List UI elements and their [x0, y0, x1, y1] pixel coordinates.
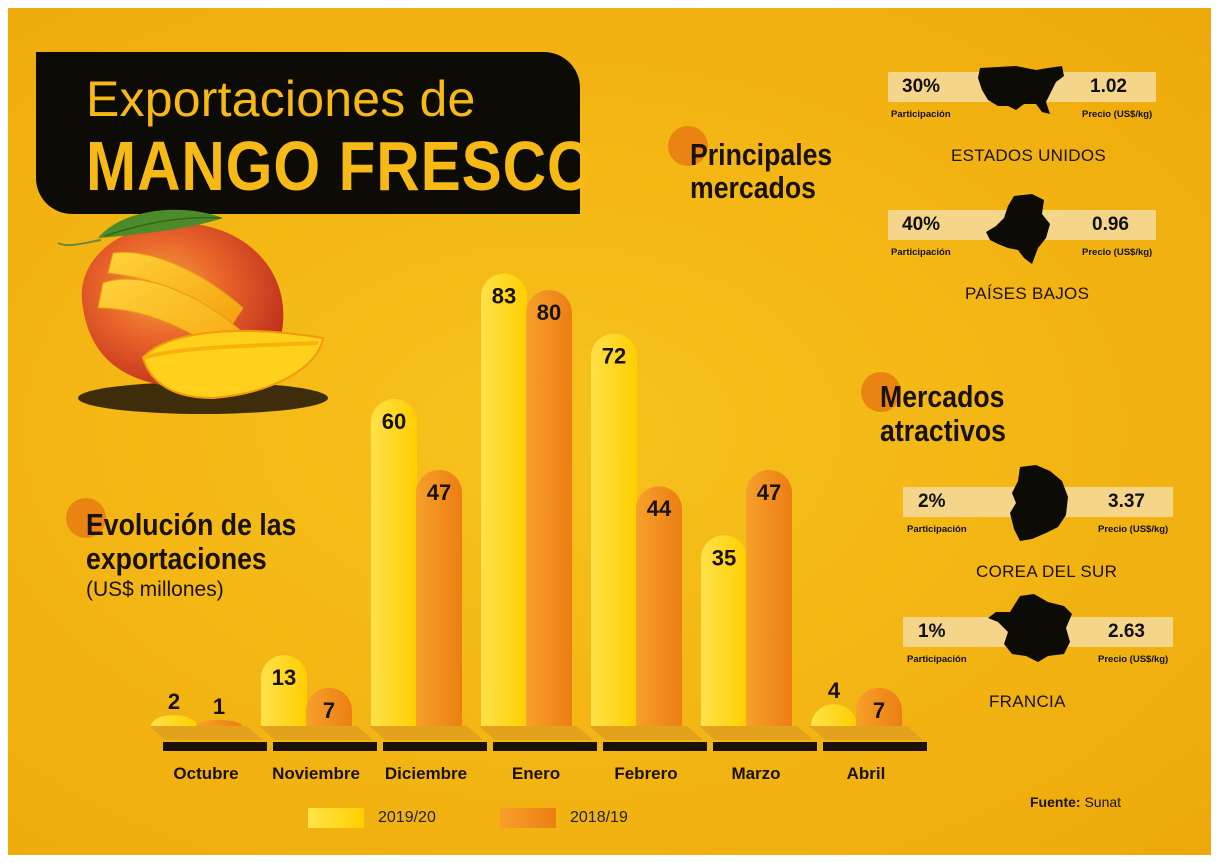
source-value: Sunat — [1084, 794, 1122, 810]
base-strip-2 — [383, 742, 487, 751]
title-line-2: MANGO FRESCO — [86, 127, 595, 205]
bar-base-4 — [589, 726, 703, 740]
netherlands-price: 0.96 — [1092, 214, 1129, 235]
value-label-2018-19-febrero: 44 — [647, 496, 672, 521]
value-label-2019-20-febrero: 72 — [602, 344, 626, 369]
value-label-2019-20-octubre: 2 — [168, 689, 180, 714]
base-strip-0 — [163, 742, 267, 751]
attractive-markets-heading-line-2: atractivos — [880, 413, 1006, 448]
source-label: Fuente: — [1030, 794, 1081, 810]
france-country-name: FRANCIA — [989, 692, 1066, 711]
usa-price-label: Precio (US$/kg) — [1082, 109, 1153, 120]
category-label-diciembre: Diciembre — [385, 764, 467, 783]
bar-2018-19-octubre — [196, 720, 242, 726]
south-korea-price: 3.37 — [1108, 491, 1145, 512]
value-label-2019-20-enero: 83 — [492, 284, 516, 309]
bar-2019-20-octubre — [151, 715, 197, 726]
attractive-markets-heading-line-1: Mercados — [880, 379, 1005, 414]
category-label-abril: Abril — [847, 764, 886, 783]
evolution-heading-line-2: exportaciones — [86, 541, 267, 576]
base-strip-1 — [273, 742, 377, 751]
bar-base-6 — [809, 726, 923, 740]
value-label-2019-20-noviembre: 13 — [272, 665, 296, 690]
evolution-heading-line-1: Evolución de las — [86, 507, 297, 542]
bar-base-2 — [369, 726, 483, 740]
bar-2018-19-marzo — [746, 469, 792, 726]
france-map-icon — [988, 594, 1072, 662]
bar-2019-20-noviembre — [261, 655, 307, 726]
principal-markets-dot — [668, 126, 708, 166]
france-share-label: Participación — [907, 654, 967, 665]
legend-label-2019-20: 2019/20 — [378, 809, 436, 826]
france-share: 1% — [918, 621, 946, 642]
value-label-2019-20-abril: 4 — [828, 678, 841, 703]
bar-2018-19-abril — [856, 687, 902, 726]
legend-swatch-2018-19 — [500, 808, 556, 828]
netherlands-country-name: PAÍSES BAJOS — [965, 284, 1090, 303]
value-label-2018-19-noviembre: 7 — [323, 698, 335, 723]
value-label-2018-19-abril: 7 — [873, 698, 885, 723]
bar-base-5 — [699, 726, 813, 740]
title-banner — [36, 52, 580, 214]
category-label-febrero: Febrero — [614, 764, 677, 783]
usa-share: 30% — [902, 76, 941, 97]
value-label-2018-19-marzo: 47 — [757, 480, 781, 505]
principal-markets-heading-line-1: Principales — [690, 137, 833, 172]
bar-2018-19-noviembre — [306, 687, 352, 726]
base-strip-5 — [713, 742, 817, 751]
source-note: Fuente: Sunat — [1030, 794, 1121, 810]
bar-base-1 — [259, 726, 373, 740]
value-label-2018-19-enero: 80 — [537, 300, 561, 325]
category-label-enero: Enero — [512, 764, 560, 783]
south-korea-map-icon — [1010, 465, 1068, 541]
value-label-2018-19-octubre: 1 — [213, 694, 225, 719]
legend-swatch-2019-20 — [308, 808, 364, 828]
base-strip-6 — [823, 742, 927, 751]
base-strip-3 — [493, 742, 597, 751]
usa-map-icon — [978, 66, 1064, 114]
netherlands-map-icon — [986, 194, 1050, 264]
bar-2019-20-diciembre — [371, 399, 417, 726]
bar-base-0 — [149, 726, 263, 740]
netherlands-share-label: Participación — [891, 247, 951, 258]
netherlands-price-label: Precio (US$/kg) — [1082, 247, 1153, 258]
attractive-markets-dot — [861, 372, 901, 412]
bar-2019-20-marzo — [701, 535, 747, 726]
category-label-noviembre: Noviembre — [272, 764, 360, 783]
base-strip-4 — [603, 742, 707, 751]
usa-country-name: ESTADOS UNIDOS — [951, 146, 1107, 165]
evolution-heading-dot — [66, 498, 106, 538]
usa-price: 1.02 — [1090, 76, 1127, 97]
south-korea-share-label: Participación — [907, 524, 967, 535]
mango-illustration — [57, 209, 328, 414]
value-label-2019-20-diciembre: 60 — [382, 409, 406, 434]
bar-2018-19-febrero — [636, 486, 682, 726]
category-label-marzo: Marzo — [731, 764, 780, 783]
bar-base-3 — [479, 726, 593, 740]
category-label-octubre: Octubre — [173, 764, 238, 783]
principal-markets-heading-line-2: mercados — [690, 170, 816, 205]
value-label-2019-20-marzo: 35 — [712, 545, 736, 570]
legend-label-2018-19: 2018/19 — [570, 809, 628, 826]
exports-bar-chart: 2 1Octubre137Noviembre6047Diciembre8380En… — [149, 273, 927, 783]
bar-2019-20-febrero — [591, 333, 637, 726]
evolution-unit: (US$ millones) — [86, 578, 224, 601]
usa-share-label: Participación — [891, 109, 951, 120]
south-korea-share: 2% — [918, 491, 946, 512]
bar-2019-20-enero — [481, 273, 527, 726]
south-korea-country-name: COREA DEL SUR — [976, 562, 1118, 581]
bar-2018-19-diciembre — [416, 469, 462, 726]
france-price-label: Precio (US$/kg) — [1098, 654, 1169, 665]
south-korea-price-label: Precio (US$/kg) — [1098, 524, 1169, 535]
france-price: 2.63 — [1108, 621, 1145, 642]
title-line-1: Exportaciones de — [86, 71, 476, 127]
infographic-frame: Exportaciones de MANGO FRESCO Evolución … — [8, 8, 1211, 855]
bar-2018-19-enero — [526, 290, 572, 726]
value-label-2018-19-diciembre: 47 — [427, 480, 451, 505]
bar-2019-20-abril — [811, 704, 857, 726]
netherlands-share: 40% — [902, 214, 941, 235]
